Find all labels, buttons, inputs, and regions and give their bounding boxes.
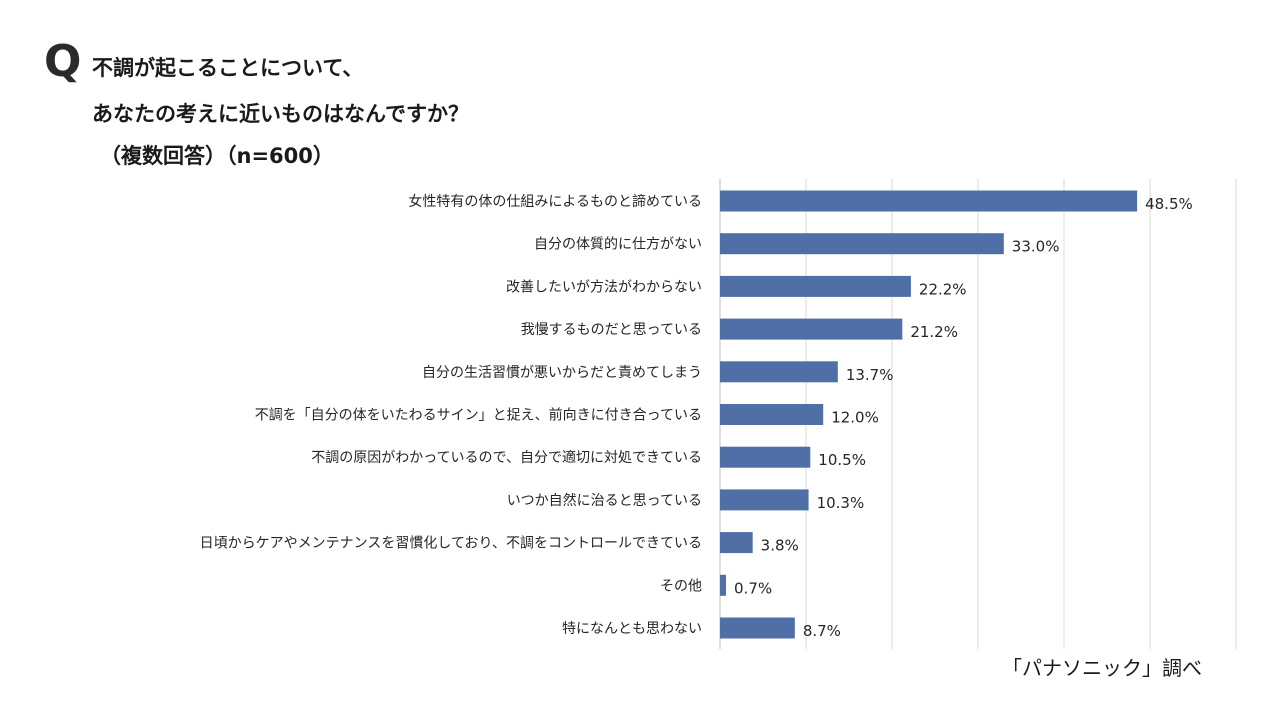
chart-bar [720, 318, 903, 340]
question-mark: Q [44, 36, 82, 87]
chart-category-label: 特になんとも思わない [562, 621, 702, 637]
chart-bar [720, 190, 1138, 212]
chart-bar [720, 617, 795, 639]
chart-bar [720, 275, 911, 297]
chart-value-label: 21.2% [910, 323, 958, 341]
chart-category-label: 自分の生活習慣が悪いからだと責めてしまう [422, 364, 702, 381]
chart-value-label: 13.7% [846, 366, 894, 384]
chart-value-label: 10.5% [818, 451, 866, 469]
source-note: 「パナソニック」調べ [1002, 656, 1202, 680]
chart-bar [720, 233, 1004, 255]
chart-value-label: 10.3% [817, 494, 865, 512]
chart-bar [720, 574, 727, 596]
chart-value-label: 0.7% [734, 579, 772, 597]
chart-bar [720, 446, 811, 468]
chart-category-label: 不調を「自分の体をいたわるサイン」と捉え、前向きに付き合っている [255, 407, 702, 424]
chart-category-label: 改善したいが方法がわからない [506, 279, 702, 295]
question-line-3: （複数回答）（n=600） [100, 144, 334, 168]
chart-value-label: 48.5% [1145, 195, 1193, 213]
chart-value-label: 12.0% [831, 409, 879, 427]
chart-value-label: 33.0% [1012, 238, 1060, 256]
chart-category-label: 我慢するものだと思っている [521, 321, 702, 338]
chart-category-label: 女性特有の体の仕組みによるものと諦めている [408, 193, 702, 210]
chart-bar [720, 532, 753, 554]
chart-category-label: 不調の原因がわかっているので、自分で適切に対処できている [311, 449, 702, 466]
chart-category-label: 自分の体質的に仕方がない [534, 237, 702, 253]
chart-bar [720, 404, 824, 425]
chart-bar [720, 489, 809, 511]
chart-value-label: 22.2% [919, 280, 967, 298]
chart-category-label: いつか自然に治ると思っている [507, 492, 702, 509]
chart-value-label: 3.8% [761, 537, 799, 555]
chart-category-label: その他 [660, 578, 702, 594]
chart-bars [720, 190, 1138, 639]
question-line-1: 不調が起こることについて、 [92, 56, 364, 80]
question-line-2: あなたの考えに近いものはなんですか？ [92, 102, 469, 126]
chart-category-labels: 女性特有の体の仕組みによるものと諦めている自分の体質的に仕方がない改善したいが方… [200, 193, 702, 637]
chart-value-label: 8.7% [803, 622, 841, 640]
chart-bar [720, 361, 838, 383]
chart-category-label: 日頃からケアやメンテナンスを習慣化しており、不調をコントロールできている [200, 535, 702, 552]
chart-value-labels: 48.5% 33.0% 22.2% 21.2% 13.7% 12.0% 10.5% 10.3%… [734, 195, 1193, 640]
